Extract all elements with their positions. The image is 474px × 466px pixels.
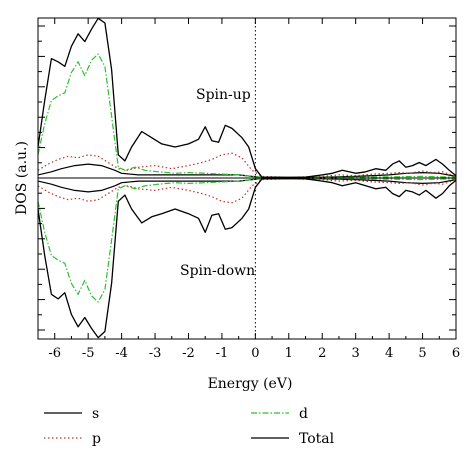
legend-label-d: d bbox=[299, 406, 308, 422]
y-ticks bbox=[38, 25, 456, 331]
legend-item-p: p bbox=[44, 431, 101, 447]
x-tick-label: 0 bbox=[251, 346, 259, 361]
x-tick-label: 6 bbox=[452, 346, 460, 361]
x-tick-label: 3 bbox=[352, 346, 360, 361]
series-d-up-line bbox=[37, 53, 457, 179]
series-p-up-line bbox=[37, 152, 457, 178]
x-tick-label: -3 bbox=[149, 346, 162, 361]
series-s-down-line bbox=[37, 178, 457, 193]
y-axis-title: DOS (a.u.) bbox=[14, 141, 30, 215]
series-d-down-line bbox=[37, 177, 457, 303]
series-total-up-line bbox=[37, 17, 457, 179]
series-s-up-line bbox=[37, 163, 457, 178]
legend-label-total: Total bbox=[299, 431, 335, 447]
legend-label-p: p bbox=[92, 431, 101, 447]
x-tick-label: -2 bbox=[182, 346, 195, 361]
spin-up-label: Spin-up bbox=[196, 87, 251, 103]
legend: s p d Total bbox=[44, 406, 335, 447]
x-tick-label: 1 bbox=[285, 346, 293, 361]
x-ticks bbox=[54, 18, 457, 339]
legend-item-total: Total bbox=[251, 431, 335, 447]
x-tick-labels: -6 -5 -4 -3 -2 -1 0 1 2 3 4 5 6 bbox=[48, 346, 460, 361]
x-tick-label: -4 bbox=[115, 346, 128, 361]
series-total-down-line bbox=[37, 177, 457, 339]
spin-down-label: Spin-down bbox=[180, 263, 255, 279]
x-tick-label: -1 bbox=[216, 346, 229, 361]
x-tick-label: 2 bbox=[318, 346, 326, 361]
x-tick-label: -5 bbox=[82, 346, 95, 361]
x-tick-label: 5 bbox=[418, 346, 426, 361]
series-p-down-line bbox=[37, 178, 457, 204]
x-tick-label: -6 bbox=[48, 346, 61, 361]
legend-item-d: d bbox=[251, 406, 308, 422]
legend-item-s: s bbox=[44, 406, 99, 422]
x-tick-label: 4 bbox=[385, 346, 393, 361]
x-axis-title: Energy (eV) bbox=[208, 376, 293, 392]
legend-label-s: s bbox=[92, 406, 99, 422]
